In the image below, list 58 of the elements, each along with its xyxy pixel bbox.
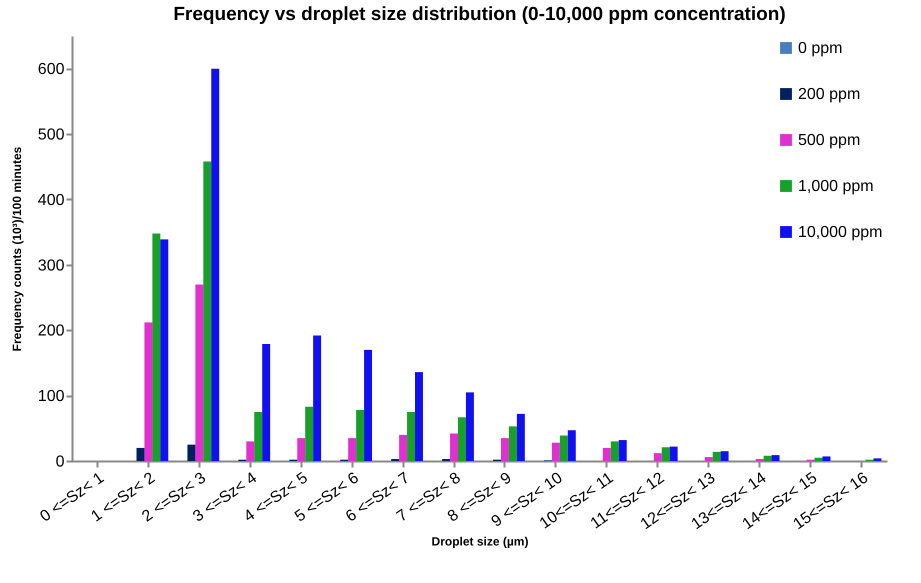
bar	[764, 456, 772, 461]
legend-label: 0 ppm	[798, 40, 842, 57]
bar	[407, 412, 416, 461]
bar	[670, 446, 678, 461]
bar	[654, 453, 662, 461]
bar	[516, 414, 525, 461]
y-tick-label: 0	[56, 454, 65, 470]
bar	[313, 335, 322, 461]
bar	[500, 438, 509, 461]
bar	[254, 412, 262, 461]
bar	[662, 447, 670, 461]
legend-label: 1,000 ppm	[798, 178, 874, 195]
bar	[552, 442, 560, 461]
bar	[203, 162, 212, 461]
bar	[458, 417, 466, 461]
y-axis-title: Frequency counts (10³)/100 minutes	[10, 146, 24, 352]
bar	[152, 233, 160, 461]
y-tick-label: 500	[38, 126, 65, 144]
x-axis-title: Droplet size (µm)	[432, 534, 528, 548]
bar	[450, 434, 458, 461]
bar	[610, 441, 619, 461]
legend-label: 200 ppm	[798, 86, 860, 103]
bar	[305, 406, 314, 461]
bar	[195, 284, 204, 461]
bar	[508, 426, 517, 461]
bar	[262, 344, 270, 461]
legend-label: 10,000 ppm	[798, 224, 883, 241]
bar	[712, 452, 721, 461]
bar	[415, 372, 423, 461]
bar	[364, 350, 372, 461]
y-tick-label: 300	[38, 257, 65, 274]
bar	[822, 456, 830, 461]
bar	[602, 448, 611, 461]
bar	[144, 322, 152, 461]
legend-label: 500 ppm	[798, 132, 860, 149]
bar	[704, 457, 713, 461]
bar	[560, 436, 568, 461]
y-tick-label: 400	[38, 192, 65, 209]
bar	[873, 458, 882, 461]
bar	[399, 434, 408, 461]
bar	[246, 441, 254, 461]
bar	[618, 440, 627, 461]
bar	[348, 438, 356, 461]
bar	[297, 438, 306, 461]
bar	[211, 68, 220, 461]
y-tick-label: 100	[38, 388, 65, 406]
bar	[568, 430, 576, 461]
y-tick-label: 200	[38, 322, 65, 340]
bar	[160, 239, 168, 461]
bar	[136, 448, 144, 461]
bar	[356, 410, 364, 461]
bar	[720, 451, 729, 461]
chart-title: Frequency vs droplet size distribution (0-10,000 ppm concentration)	[173, 4, 786, 25]
bar	[814, 458, 823, 461]
bar	[187, 444, 196, 461]
y-tick-label: 600	[38, 61, 65, 78]
bar	[772, 455, 780, 461]
bar	[466, 392, 474, 461]
